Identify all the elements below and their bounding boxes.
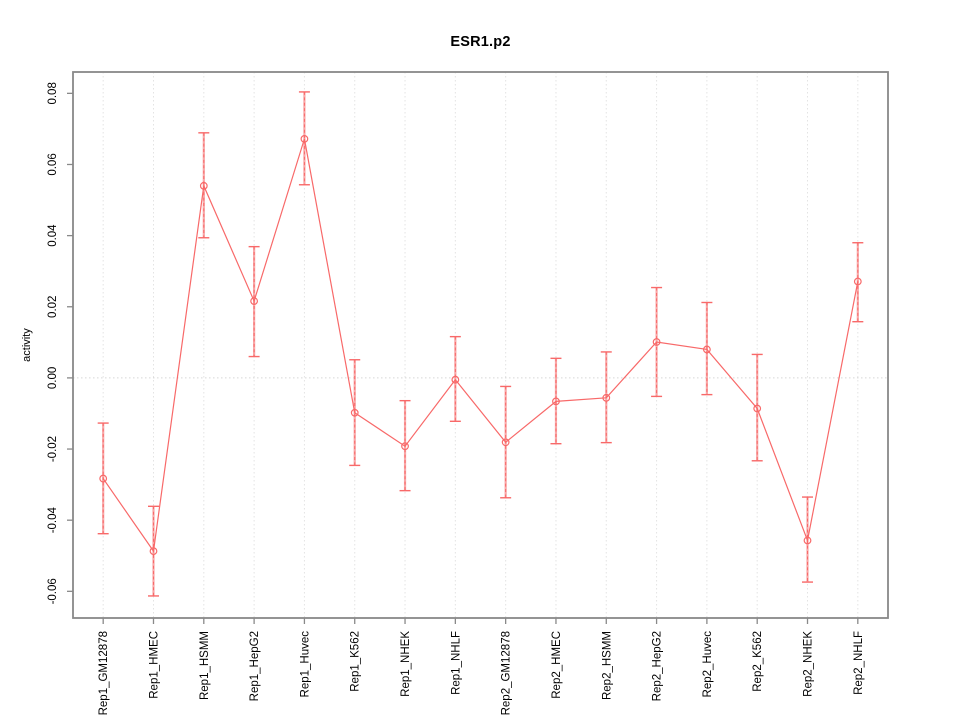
x-tick-label: Rep1_GM12878 [98, 631, 110, 715]
data-point-marker [451, 375, 460, 384]
data-point-marker [853, 277, 862, 286]
x-tick-label: Rep1_Huvec [299, 631, 311, 698]
x-tick-label: Rep1_NHEK [400, 631, 412, 697]
x-tick-label: Rep1_NHLF [450, 631, 462, 695]
x-tick-label: Rep2_NHEK [803, 631, 815, 697]
series-line [102, 138, 859, 553]
data-point-marker [149, 547, 158, 556]
y-tick-label: -0.02 [47, 436, 59, 462]
x-tick-label: Rep2_Huvec [702, 631, 714, 698]
y-tick-label: 0.08 [47, 82, 59, 104]
x-tick-label: Rep2_K562 [752, 631, 764, 692]
plot-border [72, 71, 889, 619]
chart-title: ESR1.p2 [450, 34, 511, 50]
x-tick-label: Rep1_HepG2 [249, 631, 261, 701]
data-point-marker [552, 397, 560, 406]
data-point-marker [199, 181, 208, 190]
y-tick-label: 0.00 [47, 367, 59, 389]
x-tick-label: Rep1_HSMM [199, 631, 211, 700]
x-tick-label: Rep1_K562 [350, 631, 362, 692]
data-point-marker [501, 438, 510, 447]
y-tick-label: 0.06 [47, 153, 59, 175]
y-tick-label: 0.02 [47, 296, 59, 318]
data-point-marker [401, 442, 409, 451]
data-point-marker [602, 393, 611, 402]
x-tick-label: Rep2_NHLF [853, 631, 865, 695]
data-point-marker [350, 408, 359, 417]
data-point-marker [300, 134, 309, 143]
data-point-marker [803, 536, 812, 545]
data-point-marker [652, 338, 661, 346]
y-tick-label: -0.06 [47, 578, 59, 604]
y-tick-label: 0.04 [47, 224, 59, 247]
y-tick-label: -0.04 [47, 506, 59, 533]
x-tick-label: Rep2_HSMM [601, 631, 613, 700]
data-point-marker [702, 345, 711, 354]
x-tick-label: Rep2_HepG2 [652, 631, 664, 701]
data-point-marker [99, 474, 108, 483]
data-point-marker [250, 297, 259, 305]
x-tick-label: Rep2_GM12878 [501, 631, 513, 715]
x-tick-label: Rep1_HMEC [148, 631, 160, 699]
x-tick-label: Rep2_HMEC [551, 631, 563, 699]
y-axis-label: activity [21, 328, 33, 362]
data-point-marker [753, 404, 762, 413]
